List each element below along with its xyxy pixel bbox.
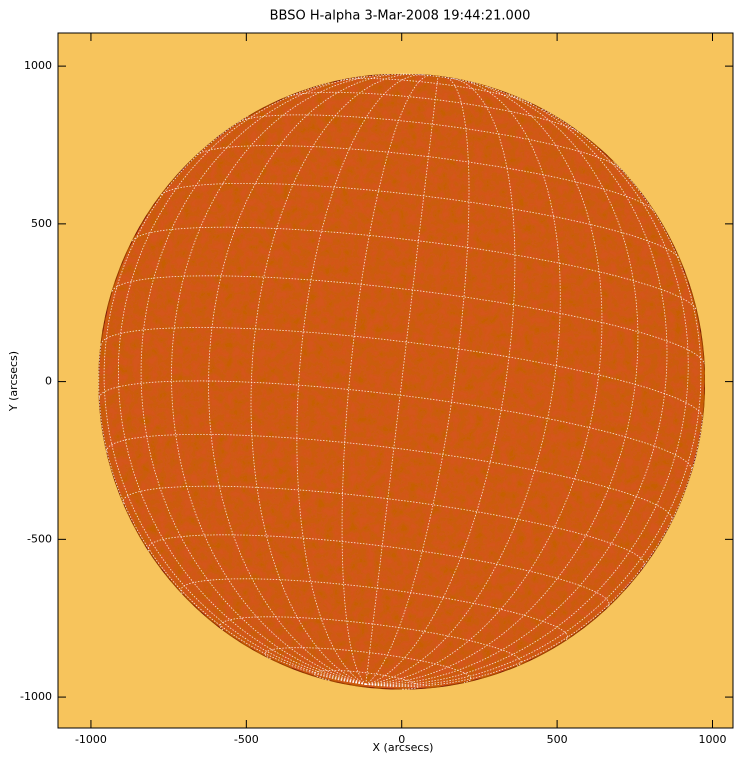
grid-line [365,418,703,687]
grid-line [365,76,470,685]
grid-line [140,75,366,685]
y-tick-label: 0 [45,375,52,388]
grid-line [219,616,522,667]
y-tick-label: -500 [27,532,52,545]
grid-line [180,578,568,641]
x-tick-label: 500 [547,733,568,746]
sun-disk [98,73,706,690]
grid-line [402,73,473,83]
x-tick-label: -500 [234,733,259,746]
grid-line [98,380,693,471]
grid-line [160,183,680,259]
grid-line [131,226,697,311]
grid-line [287,91,580,133]
sun-disk-group [98,73,706,690]
grid-line [296,74,424,685]
grid-line [365,108,689,686]
grid-line [250,73,412,685]
grid-line [365,80,561,685]
grid-line [103,116,366,685]
plot-frame [57,32,734,729]
y-axis-label: Y (arcsecs) [7,351,20,412]
grid-line [365,76,439,685]
grid-line [100,327,703,419]
y-tick-label: -1000 [20,690,52,703]
x-axis-label: X (arcsecs) [373,741,434,754]
grid-line [341,75,431,685]
x-tick-label: 1000 [698,733,726,746]
grid-line [340,78,532,105]
chart-title: BBSO H-alpha 3-Mar-2008 19:44:21.000 [270,9,531,24]
grid-line [106,434,673,522]
grid-line [264,647,472,683]
x-tick-label: -1000 [75,733,107,746]
grid-line [365,77,516,685]
y-tick-label: 500 [31,217,52,230]
grid-line [196,145,654,211]
grid-line [147,534,610,608]
grid-line [171,73,390,685]
grid-line [111,275,705,365]
grid-line [98,344,366,685]
grid-line [365,81,603,685]
grid-line [365,160,702,687]
grid-line [122,485,645,568]
grid-line [208,73,405,685]
grid-line [118,82,366,685]
grid-line [365,93,668,686]
x-tick-label: 0 [398,733,405,746]
grid-line [239,114,621,169]
y-tick-label: 1000 [24,59,52,72]
grid-line [365,85,639,685]
